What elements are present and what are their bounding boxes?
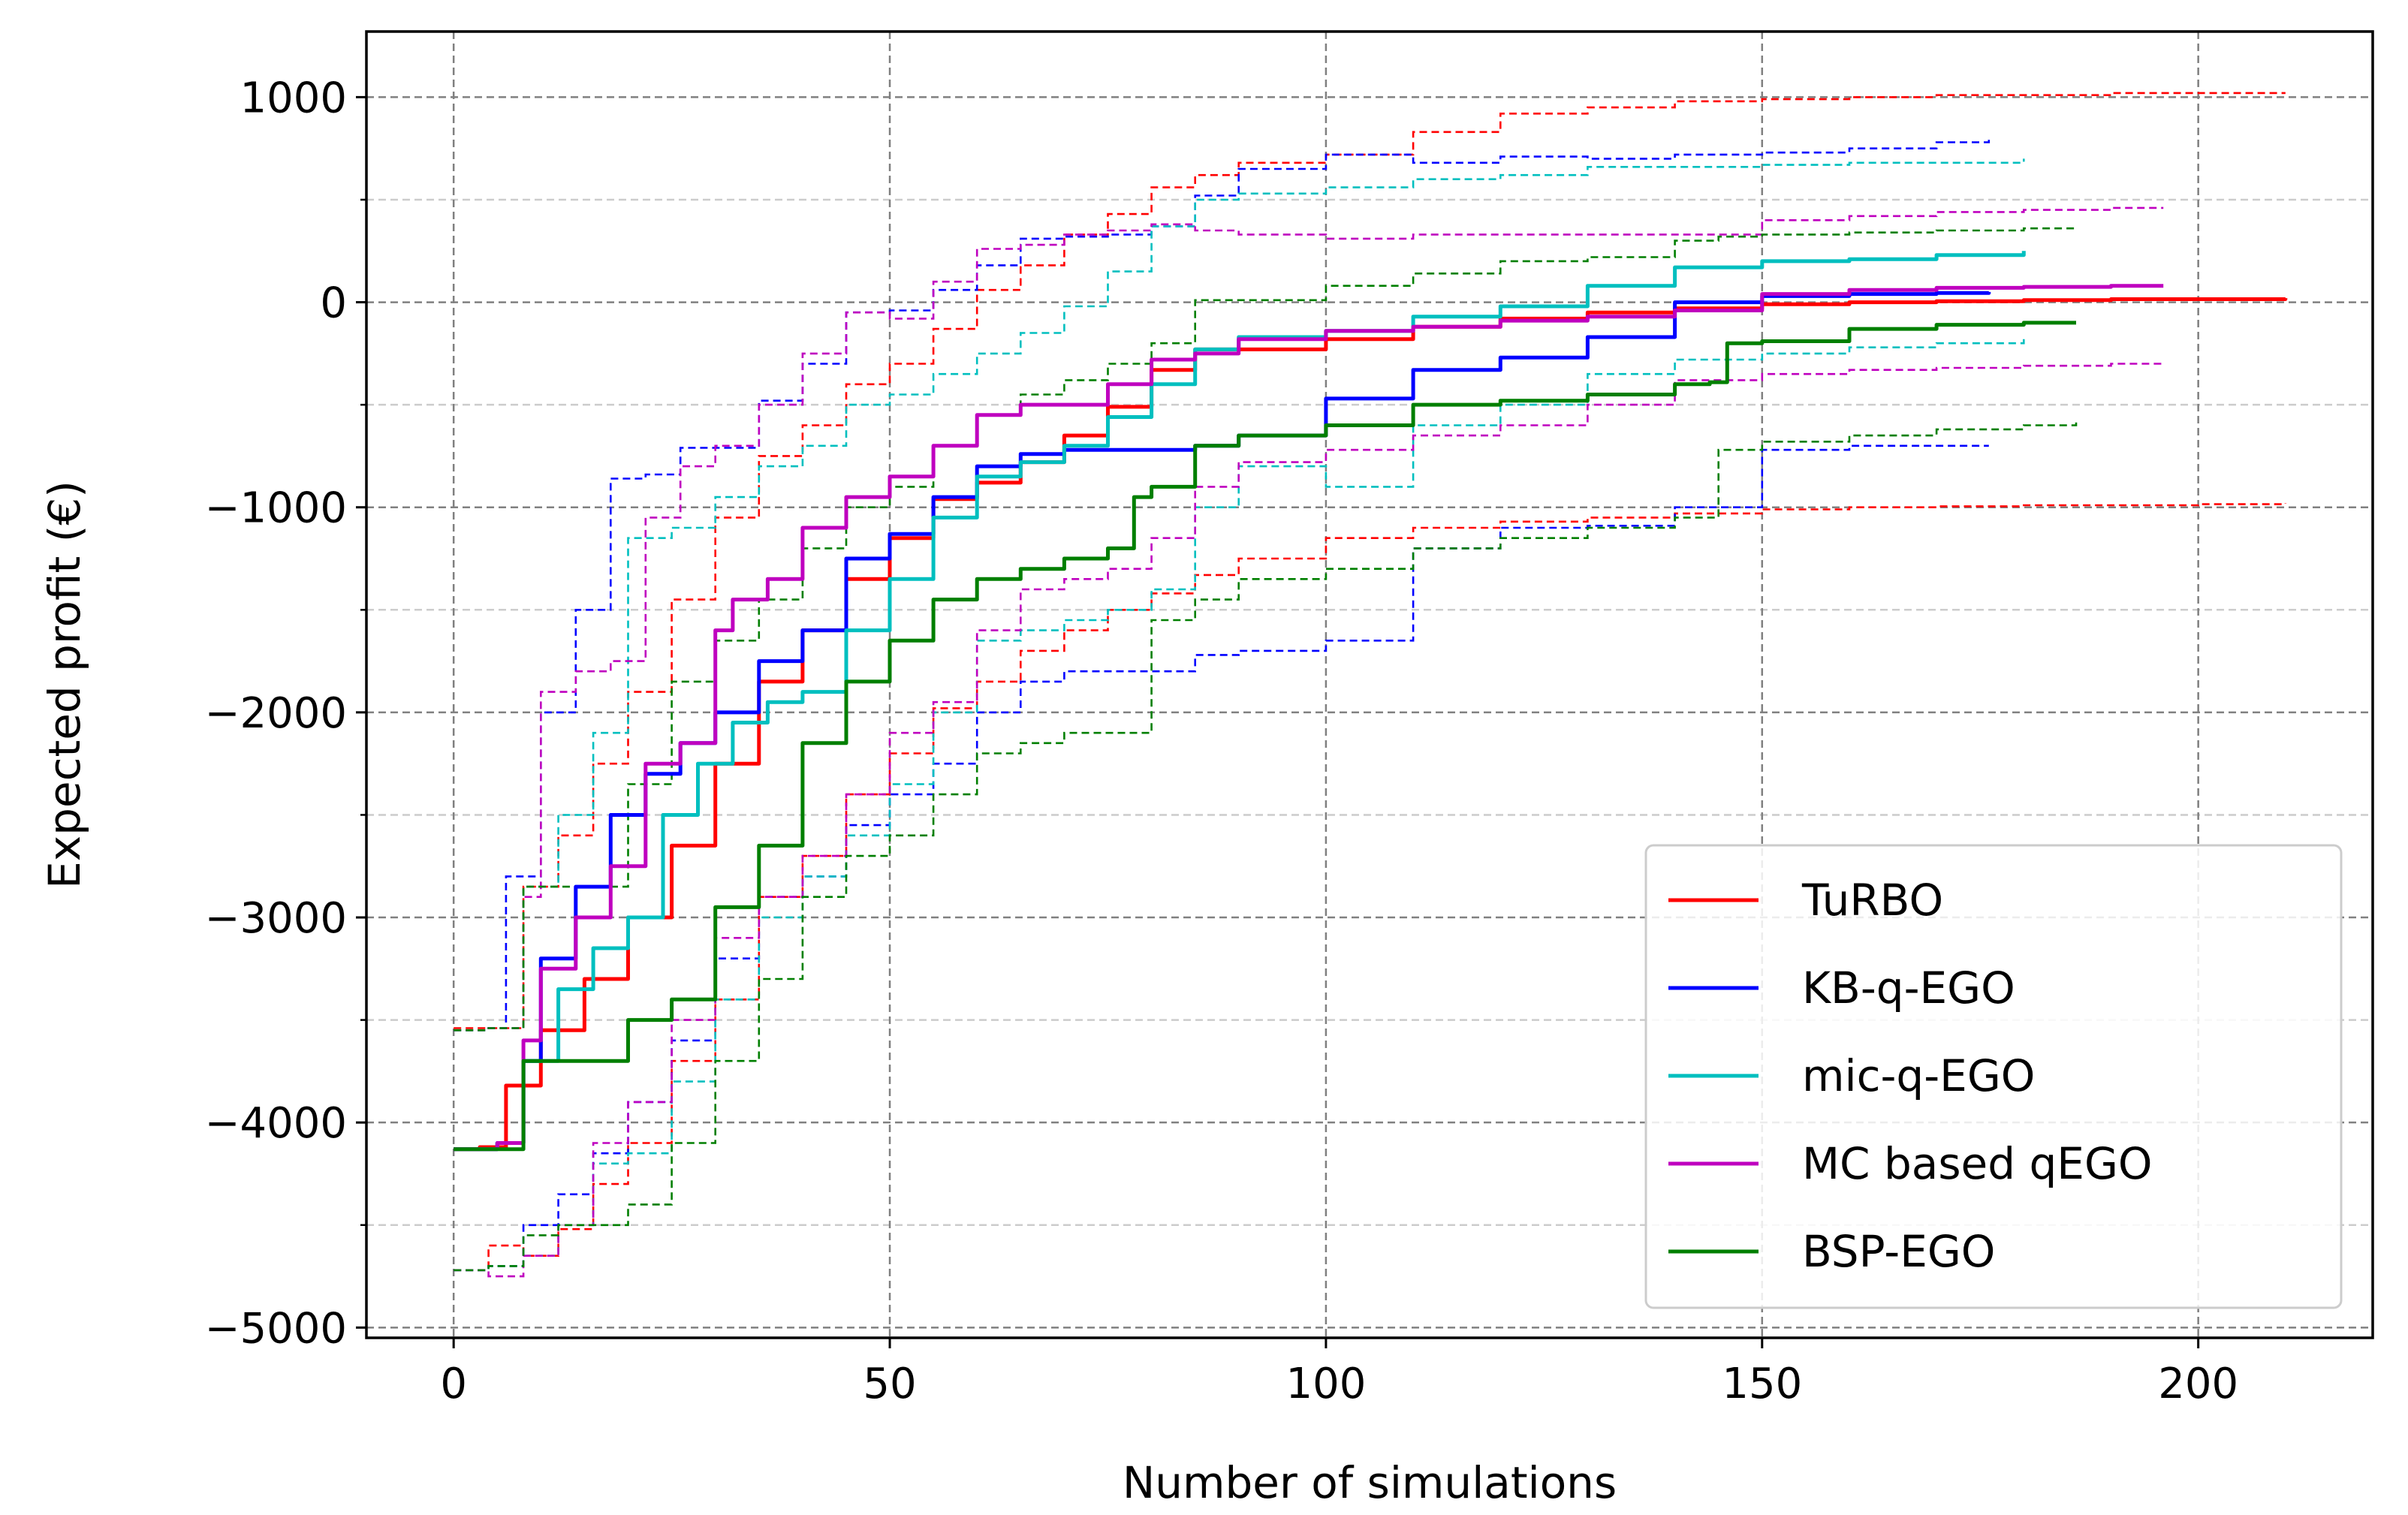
x-axis-label: Number of simulations xyxy=(1123,1457,1617,1508)
mc-based-qego-mean-line xyxy=(454,284,2164,1152)
x-tick-label: 150 xyxy=(1722,1360,1802,1408)
x-tick-label: 100 xyxy=(1285,1360,1366,1408)
x-tick-label: 0 xyxy=(440,1360,467,1408)
legend-label-mc-based-qego: MC based qEGO xyxy=(1802,1138,2153,1189)
y-axis-label: Expected profit (€) xyxy=(39,480,90,889)
mc-based-qego-lower-bound-line xyxy=(454,363,2164,1278)
y-tick-label: 0 xyxy=(320,279,347,328)
legend-label-bsp-ego: BSP-EGO xyxy=(1802,1226,1995,1277)
kb-q-ego-mean-line xyxy=(454,291,1991,1152)
bsp-ego-upper-bound-line xyxy=(454,227,2076,1032)
x-tick-label: 50 xyxy=(863,1360,916,1408)
grid-lines xyxy=(366,32,2373,1338)
y-tick-label: −2000 xyxy=(205,689,347,738)
y-tick-label: −3000 xyxy=(205,894,347,943)
turbo-upper-bound-line xyxy=(454,92,2286,1029)
legend-label-mic-q-ego: mic-q-EGO xyxy=(1802,1050,2035,1101)
legend-label-kb-q-ego: KB-q-EGO xyxy=(1802,962,2015,1014)
legend: TuRBO KB-q-EGO mic-q-EGO MC based qEGO BSP-E… xyxy=(1644,844,2343,1309)
mic-q-ego-mean-line xyxy=(454,251,2026,1152)
y-tick-label: −5000 xyxy=(205,1304,347,1353)
series-group xyxy=(454,92,2288,1278)
y-tick-label: −4000 xyxy=(205,1099,347,1148)
y-tick-label: 1000 xyxy=(240,74,347,122)
mc-based-qego-upper-bound-line xyxy=(454,206,2164,1032)
legend-box xyxy=(1644,844,2343,1309)
kb-q-ego-upper-bound-line xyxy=(454,138,1991,1032)
bsp-ego-lower-bound-line xyxy=(454,421,2078,1272)
mic-q-ego-upper-bound-line xyxy=(454,158,2025,1032)
bsp-ego-mean-line xyxy=(454,321,2076,1152)
plot-frame xyxy=(365,30,2374,1339)
x-tick-label: 200 xyxy=(2158,1360,2238,1408)
y-tick-label: −1000 xyxy=(205,484,347,533)
legend-label-turbo: TuRBO xyxy=(1801,875,1943,926)
turbo-lower-bound-line xyxy=(454,503,2287,1272)
axis-ticks: −5000 −4000 −3000 −2000 −1000 0 1000 0 50 100 150 2… xyxy=(205,74,2239,1408)
